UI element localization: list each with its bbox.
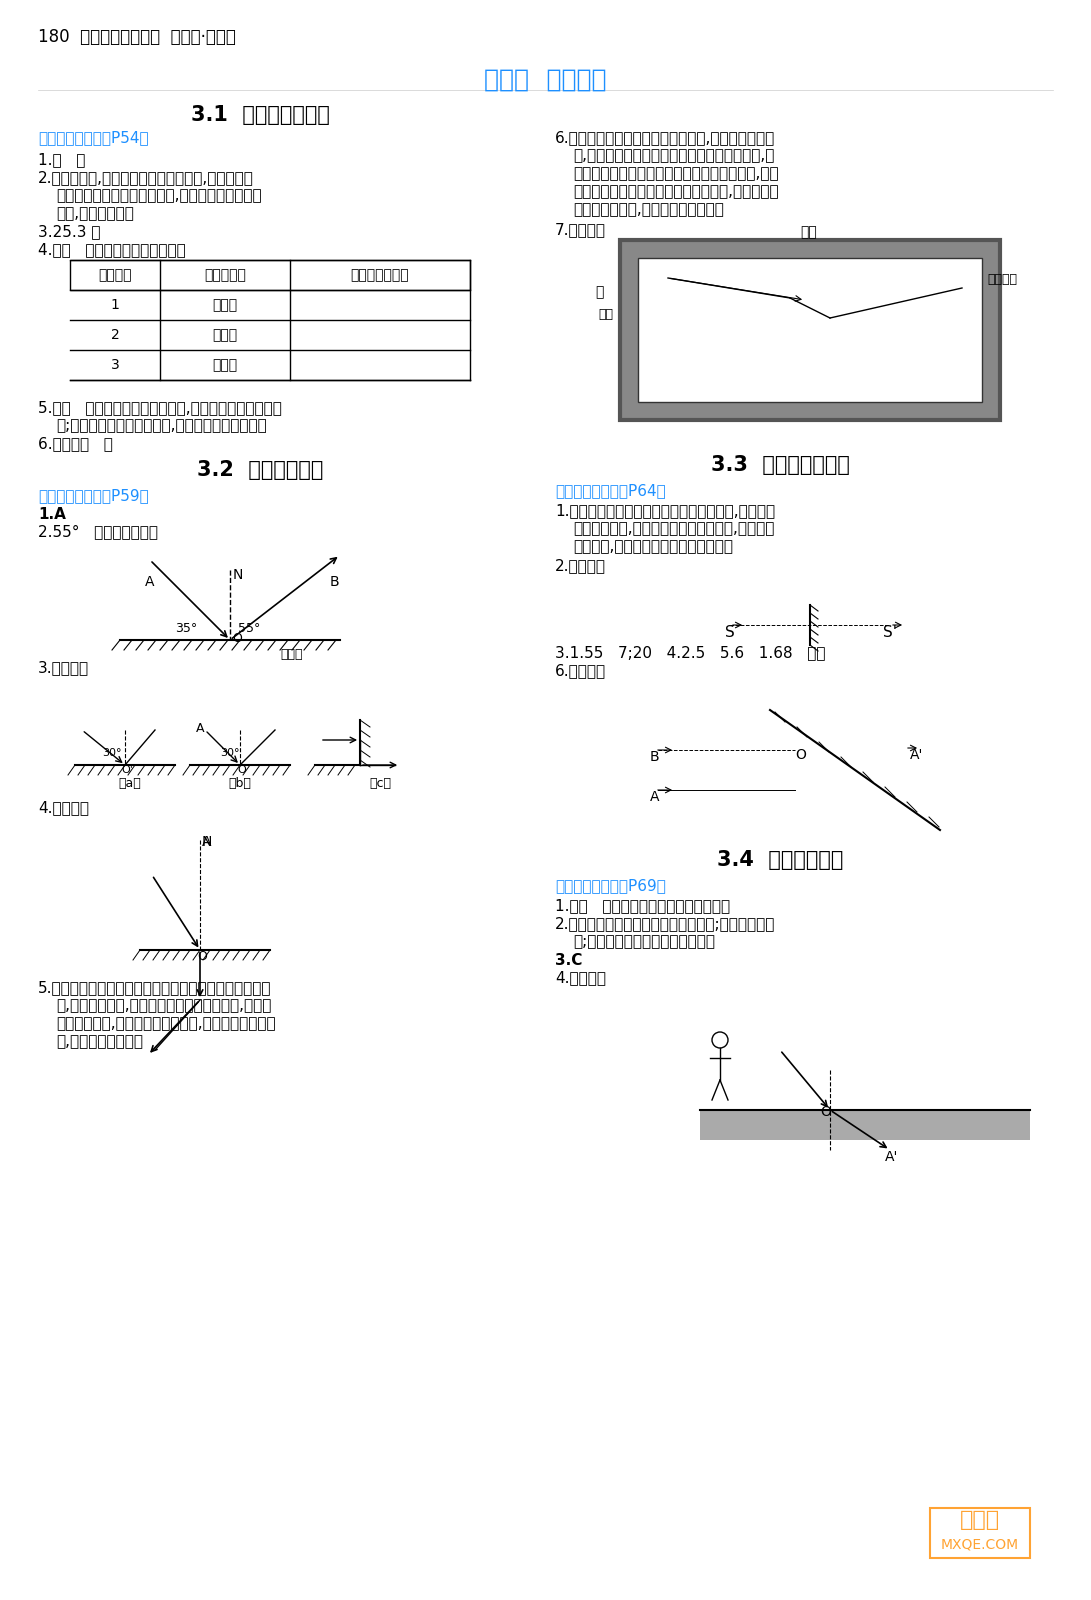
Text: 1.月   地: 1.月 地 xyxy=(38,152,85,166)
Text: 3: 3 xyxy=(110,358,119,371)
Text: 窗: 窗 xyxy=(595,285,603,299)
Text: 浅;水中物体的位置看起来变高等。: 浅;水中物体的位置看起来变高等。 xyxy=(573,934,715,949)
Text: 自我评价与作业（P54）: 自我评价与作业（P54） xyxy=(38,130,148,146)
Text: 3.1  光的传播与色散: 3.1 光的传播与色散 xyxy=(191,106,329,125)
Text: O: O xyxy=(795,749,806,762)
Text: 55°: 55° xyxy=(238,622,261,635)
Text: 蓝、绿: 蓝、绿 xyxy=(213,358,238,371)
Text: N: N xyxy=(233,568,243,582)
Text: 3.4  光的折射规律: 3.4 光的折射规律 xyxy=(717,850,843,870)
Text: 亮,而有积水处发暗。: 亮,而有积水处发暗。 xyxy=(56,1034,143,1050)
Text: 2.55°   光路图如图所示: 2.55° 光路图如图所示 xyxy=(38,525,158,539)
Text: 向相反。所以不论光从哪个方向入射到尾灯上,反射: 向相反。所以不论光从哪个方向入射到尾灯上,反射 xyxy=(573,166,779,181)
Text: 2: 2 xyxy=(110,328,119,342)
Text: 空气中的传播速度远大于声速,所以我们总是先看到: 空气中的传播速度远大于声速,所以我们总是先看到 xyxy=(56,187,262,203)
Text: 3.2  光的反射定律: 3.2 光的反射定律 xyxy=(196,461,323,480)
Text: 引起司机的注意,避免发生交通事故。: 引起司机的注意,避免发生交通事故。 xyxy=(573,202,723,218)
Text: 5.乙同学看到路面比积水的水面亮。光在水面发生镜面反: 5.乙同学看到路面比积水的水面亮。光在水面发生镜面反 xyxy=(38,979,272,995)
Bar xyxy=(700,1110,1030,1139)
Text: 自我评价与作业（P69）: 自我评价与作业（P69） xyxy=(555,878,666,893)
Text: B: B xyxy=(329,574,339,589)
Text: 自我评价与作业（P59）: 自我评价与作业（P59） xyxy=(38,488,148,502)
Bar xyxy=(70,259,470,290)
Text: 4.如图所示: 4.如图所示 xyxy=(38,800,89,814)
Text: 重叠部分的颜色: 重叠部分的颜色 xyxy=(350,267,409,282)
Text: O: O xyxy=(237,765,245,774)
Text: 3.25.3 年: 3.25.3 年 xyxy=(38,224,100,238)
Text: 3.3  平面镜成像特点: 3.3 平面镜成像特点 xyxy=(710,454,850,475)
Text: 两种单色光: 两种单色光 xyxy=(204,267,245,282)
Text: 6.根据光的反射定律及几何知识可知,平面镜互相垂直: 6.根据光的反射定律及几何知识可知,平面镜互相垂直 xyxy=(555,130,776,146)
Text: A: A xyxy=(202,835,212,850)
Text: O: O xyxy=(232,632,242,645)
Text: 2.发生雷电时,闪电和雷声是同时产生的,但由于光在: 2.发生雷电时,闪电和雷声是同时产生的,但由于光在 xyxy=(38,170,254,186)
Text: O: O xyxy=(197,950,207,963)
Text: 30°: 30° xyxy=(101,749,121,758)
Text: 3.如图所示: 3.如图所示 xyxy=(38,659,89,675)
Text: 光都能沿与入射光平行的方向反射回去,这样就可以: 光都能沿与入射光平行的方向反射回去,这样就可以 xyxy=(573,184,779,198)
Text: 6.多种色光   绿: 6.多种色光 绿 xyxy=(38,435,112,451)
Text: 闪电,后听到雷声。: 闪电,后听到雷声。 xyxy=(56,206,134,221)
Text: （a）: （a） xyxy=(119,778,142,790)
Text: （c）: （c） xyxy=(369,778,391,790)
Text: （b）: （b） xyxy=(228,778,251,790)
Text: 自我评价与作业（P64）: 自我评价与作业（P64） xyxy=(555,483,666,498)
Text: 射,背着月光走时,反射的光几乎不会射入人眼,光在路: 射,背着月光走时,反射的光几乎不会射入人眼,光在路 xyxy=(56,998,272,1013)
Text: A: A xyxy=(650,790,659,803)
Text: 位置可能: 位置可能 xyxy=(987,274,1017,286)
Text: 1.提示   实验时最好用激光笔作为光源。: 1.提示 实验时最好用激光笔作为光源。 xyxy=(555,898,730,914)
Text: 1: 1 xyxy=(110,298,119,312)
Text: 2.如图所示: 2.如图所示 xyxy=(555,558,606,573)
Text: A: A xyxy=(145,574,155,589)
Text: 5.提示   实地调查了解。通过活动,更多地体谅、关心残疾: 5.提示 实地调查了解。通过活动,更多地体谅、关心残疾 xyxy=(38,400,281,414)
Text: 4.如图所示: 4.如图所示 xyxy=(555,970,606,986)
Text: 第三章  光和眼睛: 第三章 光和眼睛 xyxy=(483,67,607,91)
Text: 实验次数: 实验次数 xyxy=(98,267,132,282)
Text: A': A' xyxy=(910,749,923,762)
Text: 阳光: 阳光 xyxy=(598,307,613,322)
Text: 1.一是由于玻璃板能起到平面镜的成像作用,二是由于: 1.一是由于玻璃板能起到平面镜的成像作用,二是由于 xyxy=(555,502,775,518)
Text: 35°: 35° xyxy=(175,622,197,635)
Text: 人;意识到良好视力的重要性,注意保护自己的眼睛。: 人;意识到良好视力的重要性,注意保护自己的眼睛。 xyxy=(56,418,267,434)
Text: 面发生漫反射,有较多的光进入人眼,人就感觉到路面较: 面发生漫反射,有较多的光进入人眼,人就感觉到路面较 xyxy=(56,1016,276,1030)
Text: 红、蓝: 红、蓝 xyxy=(213,298,238,312)
Text: A: A xyxy=(196,722,204,734)
Text: 3.1.55   7;20   4.2.5   5.6   1.68   不变: 3.1.55 7;20 4.2.5 5.6 1.68 不变 xyxy=(555,645,826,659)
Text: 3.C: 3.C xyxy=(555,954,583,968)
Text: 1.A: 1.A xyxy=(38,507,65,522)
Bar xyxy=(620,240,1000,419)
Text: 红、绿: 红、绿 xyxy=(213,328,238,342)
Text: S: S xyxy=(726,626,735,640)
Text: S': S' xyxy=(883,626,897,640)
Text: 玻璃板能透光,透过它能看到后面的物体,便于确定: 玻璃板能透光,透过它能看到后面的物体,便于确定 xyxy=(573,522,775,536)
Text: 7.如图所示: 7.如图所示 xyxy=(555,222,606,237)
Text: 像的位置,从而比较像与物的大小关系。: 像的位置,从而比较像与物的大小关系。 xyxy=(573,539,733,554)
Text: 30°: 30° xyxy=(220,749,240,758)
Text: 2.斜插在水中的筷子看起来好像弯折了;池水看起来变: 2.斜插在水中的筷子看起来好像弯折了;池水看起来变 xyxy=(555,915,776,931)
Bar xyxy=(638,258,982,402)
Text: 答案圈: 答案圈 xyxy=(960,1510,1000,1530)
Bar xyxy=(930,1507,1030,1558)
Text: O: O xyxy=(820,1106,831,1118)
Text: 4.提示   观察记录的表格如表所示: 4.提示 观察记录的表格如表所示 xyxy=(38,242,185,258)
Text: 180  初中物理（八年级  上册）·沪粤版: 180 初中物理（八年级 上册）·沪粤版 xyxy=(38,27,236,46)
Text: 镜子: 镜子 xyxy=(800,226,817,238)
Text: O': O' xyxy=(121,765,133,774)
Text: 时,第二次的反射光线与第一次的入射光线平行,方: 时,第二次的反射光线与第一次的入射光线平行,方 xyxy=(573,149,775,163)
Text: MXQE.COM: MXQE.COM xyxy=(940,1538,1019,1552)
Text: 6.如图所示: 6.如图所示 xyxy=(555,662,607,678)
Text: N: N xyxy=(202,835,213,850)
Text: B: B xyxy=(650,750,660,765)
Text: 平面镜: 平面镜 xyxy=(280,648,302,661)
Text: A': A' xyxy=(885,1150,898,1165)
